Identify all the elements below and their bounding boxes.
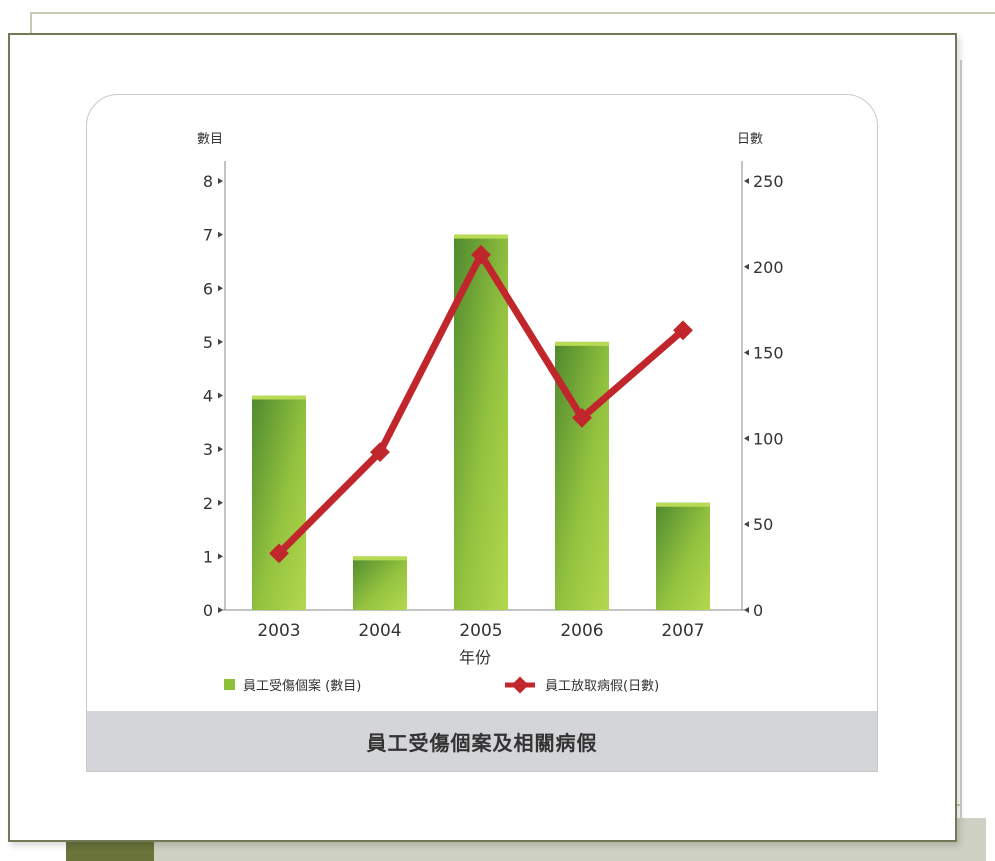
right-axis-label: 日數 xyxy=(737,132,763,147)
right-tick-mark xyxy=(744,178,749,184)
line-series xyxy=(269,244,693,564)
bar-top xyxy=(454,234,508,239)
left-tick-mark xyxy=(218,285,223,292)
right-axis-ticks: 0 50 100 150 200 250 xyxy=(744,172,784,620)
left-tick-mark xyxy=(218,231,223,238)
legend-line-label: 員工放取病假(日數) xyxy=(545,679,659,694)
right-tick-mark xyxy=(744,607,749,613)
left-axis-label: 數目 xyxy=(197,132,223,147)
right-tick-label: 250 xyxy=(753,172,784,191)
right-tick-mark xyxy=(744,435,749,442)
x-axis-label: 年份 xyxy=(459,648,491,667)
x-tick-label: 2005 xyxy=(459,621,502,641)
bar-top xyxy=(252,395,306,400)
left-tick-label: 3 xyxy=(203,440,213,459)
right-tick-label: 200 xyxy=(753,258,784,277)
left-tick-mark xyxy=(218,499,223,506)
left-tick-label: 7 xyxy=(203,226,213,245)
bar xyxy=(252,395,306,610)
line-point xyxy=(471,244,491,265)
left-tick-mark xyxy=(218,392,223,399)
bar xyxy=(656,502,710,610)
left-tick-label: 1 xyxy=(203,547,213,566)
bar xyxy=(353,556,407,610)
x-tick-label: 2004 xyxy=(358,621,401,641)
bar-series xyxy=(252,234,710,610)
right-tick-mark xyxy=(744,263,749,270)
line-point xyxy=(370,442,390,463)
right-tick-label: 50 xyxy=(753,515,773,534)
left-tick-label: 4 xyxy=(203,387,213,406)
bar-top xyxy=(656,502,710,507)
bar-top xyxy=(555,341,609,346)
chart-svg: 數目 日數 0 1 2 3 4 5 6 7 8 0 50 100 150 200 250 2003 2004… xyxy=(197,132,784,694)
left-tick-mark xyxy=(218,553,223,560)
left-axis-ticks: 0 1 2 3 4 5 6 7 8 xyxy=(203,172,223,620)
left-tick-mark xyxy=(218,607,223,613)
right-tick-label: 100 xyxy=(753,429,784,448)
x-tick-label: 2003 xyxy=(257,621,300,641)
left-tick-mark xyxy=(218,338,223,345)
right-tick-label: 0 xyxy=(753,601,763,620)
bar-top xyxy=(353,556,407,561)
right-tick-mark xyxy=(744,521,749,528)
x-axis-tick-labels: 2003 2004 2005 2006 2007 xyxy=(257,621,704,641)
line-point xyxy=(269,543,289,564)
left-tick-label: 5 xyxy=(203,333,213,352)
right-tick-mark xyxy=(744,349,749,356)
x-tick-label: 2006 xyxy=(560,621,603,641)
x-tick-label: 2007 xyxy=(661,621,704,641)
left-tick-mark xyxy=(218,178,223,184)
left-tick-label: 6 xyxy=(203,279,213,298)
left-tick-label: 2 xyxy=(203,494,213,513)
line-point xyxy=(572,407,592,428)
right-tick-label: 150 xyxy=(753,344,784,363)
legend: 員工受傷個案 (數目) 員工放取病假(日數) xyxy=(224,676,659,694)
legend-bar-swatch xyxy=(224,679,235,690)
legend-line-marker xyxy=(511,676,529,694)
chart-title: 員工受傷個案及相關病假 xyxy=(87,711,877,771)
left-tick-label: 8 xyxy=(203,172,213,191)
chart-card: 數目 日數 0 1 2 3 4 5 6 7 8 0 50 100 150 200 250 2003 2004… xyxy=(86,94,878,772)
left-tick-mark xyxy=(218,446,223,453)
background-sheet-edge xyxy=(960,60,995,820)
legend-bar-label: 員工受傷個案 (數目) xyxy=(243,679,361,694)
left-tick-label: 0 xyxy=(203,601,213,620)
